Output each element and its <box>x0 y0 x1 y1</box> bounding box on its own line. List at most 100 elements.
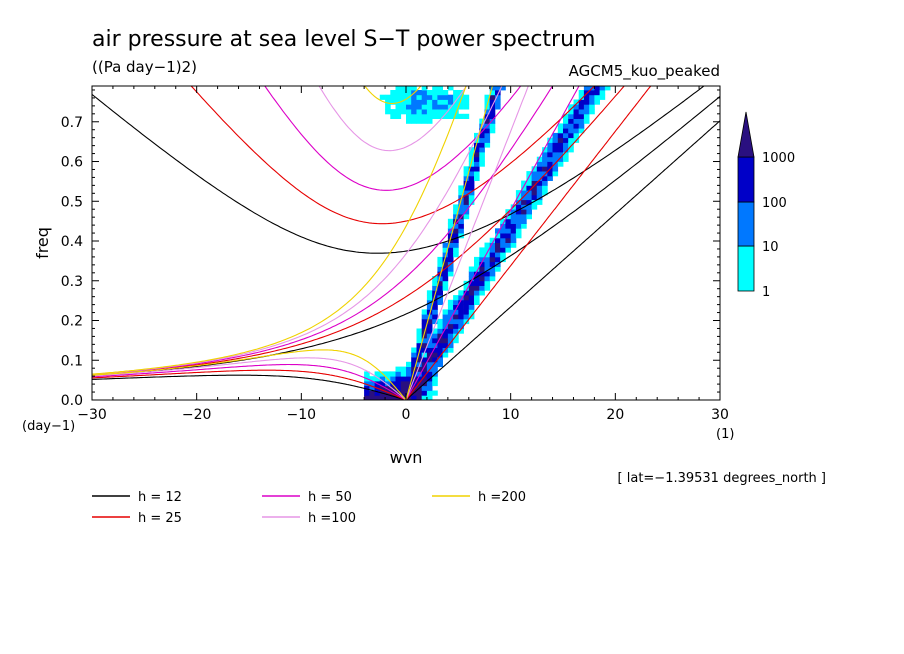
spectrum-cell <box>474 175 480 181</box>
spectrum-cell <box>463 99 470 105</box>
spectrum-cell <box>547 156 553 162</box>
spectrum-cell <box>463 314 470 320</box>
spectrum-cell <box>547 142 553 148</box>
spectrum-cell <box>426 295 433 301</box>
dispersion-curve <box>363 86 422 105</box>
dispersion-curve <box>92 95 720 377</box>
spectrum-cell <box>505 228 511 234</box>
spectrum-cell <box>421 314 428 320</box>
spectrum-cell <box>437 90 443 96</box>
spectrum-cell <box>515 233 522 239</box>
spectrum-cell <box>390 380 396 387</box>
spectrum-cell <box>426 328 433 334</box>
spectrum-cell <box>578 99 585 105</box>
spectrum-cell <box>468 171 475 177</box>
spectrum-cell <box>484 132 491 139</box>
spectrum-cell <box>458 323 464 329</box>
spectrum-cell <box>442 328 449 334</box>
spectrum-cell <box>484 99 491 105</box>
spectrum-cell <box>542 180 548 186</box>
spectrum-cell <box>453 338 459 344</box>
spectrum-cell <box>463 304 470 310</box>
spectrum-cell <box>432 318 438 325</box>
spectrum-cell <box>421 366 428 372</box>
spectrum-cell <box>442 338 449 344</box>
spectrum-cell <box>563 132 569 139</box>
spectrum-cell <box>442 285 449 291</box>
spectrum-cell <box>536 199 543 205</box>
spectrum-cell <box>447 94 454 100</box>
spectrum-cell <box>416 118 423 124</box>
spectrum-cell <box>416 371 423 377</box>
spectrum-cell <box>568 147 574 153</box>
spectrum-cell <box>458 94 464 100</box>
spectrum-cell <box>416 94 423 100</box>
spectrum-cell <box>453 328 459 334</box>
spectrum-cell <box>474 280 480 286</box>
spectrum-cell <box>395 86 402 91</box>
spectrum-cell <box>395 380 402 387</box>
spectrum-cell <box>442 314 449 320</box>
spectrum-cell <box>563 118 569 124</box>
spectrum-cell <box>489 247 496 253</box>
spectrum-cell <box>573 104 580 110</box>
spectrum-cell <box>411 104 417 110</box>
spectrum-cell <box>500 86 506 91</box>
spectrum-cell <box>495 256 501 263</box>
spectrum-cell <box>547 171 553 177</box>
spectrum-cell <box>474 290 480 296</box>
spectrum-cell <box>400 90 407 96</box>
spectrum-cell <box>447 242 454 248</box>
spectrum-cell <box>416 376 423 382</box>
spectrum-cell <box>578 109 585 115</box>
dispersion-curve <box>92 374 407 400</box>
spectrum-cell <box>369 390 375 396</box>
spectrum-cell <box>468 194 475 201</box>
spectrum-cell <box>463 171 470 177</box>
spectrum-cell <box>453 90 459 96</box>
x-tick-label: −20 <box>182 407 212 423</box>
colorbar-arrow <box>737 111 755 158</box>
dispersion-curve <box>405 86 580 400</box>
spectrum-cell <box>526 190 532 196</box>
spectrum-cell <box>442 323 449 329</box>
spectrum-cell <box>453 314 459 320</box>
spectrum-cell <box>489 266 496 272</box>
spectrum-cell <box>406 380 412 387</box>
y-tick-label: 0.7 <box>61 115 83 131</box>
spectrum-cell <box>594 94 600 100</box>
spectrum-cell <box>395 366 402 372</box>
spectrum-cell <box>557 152 564 158</box>
spectrum-cell <box>542 190 548 196</box>
spectrum-cell <box>521 185 527 191</box>
spectrum-cell <box>411 357 417 363</box>
spectrum-cell <box>479 118 485 124</box>
spectrum-cell <box>364 385 370 391</box>
spectrum-cell <box>442 94 449 100</box>
spectrum-cell <box>369 395 375 400</box>
spectrum-cell <box>421 309 428 315</box>
spectrum-cell <box>437 280 443 286</box>
spectrum-cell <box>521 199 527 205</box>
spectrum-cell <box>426 118 433 124</box>
spectrum-cell <box>432 342 438 348</box>
spectrum-cell <box>484 242 491 248</box>
spectrum-cell <box>536 166 543 172</box>
spectrum-cell <box>432 94 438 100</box>
colorbar-label: 1 <box>762 285 770 300</box>
spectrum-cell <box>458 309 464 315</box>
spectrum-cell <box>406 99 412 105</box>
spectrum-cell <box>447 328 454 334</box>
spectrum-cell <box>505 214 511 220</box>
spectrum-cell <box>526 175 532 181</box>
spectrum-cell <box>421 113 428 119</box>
spectrum-cell <box>458 104 464 110</box>
spectrum-cell <box>390 371 396 377</box>
dispersion-curve <box>92 363 407 400</box>
spectrum-cell <box>442 99 449 105</box>
spectrum-cell <box>489 261 496 267</box>
spectrum-cell <box>468 295 475 301</box>
spectrum-cell <box>442 242 449 248</box>
spectrum-cell <box>421 90 428 96</box>
